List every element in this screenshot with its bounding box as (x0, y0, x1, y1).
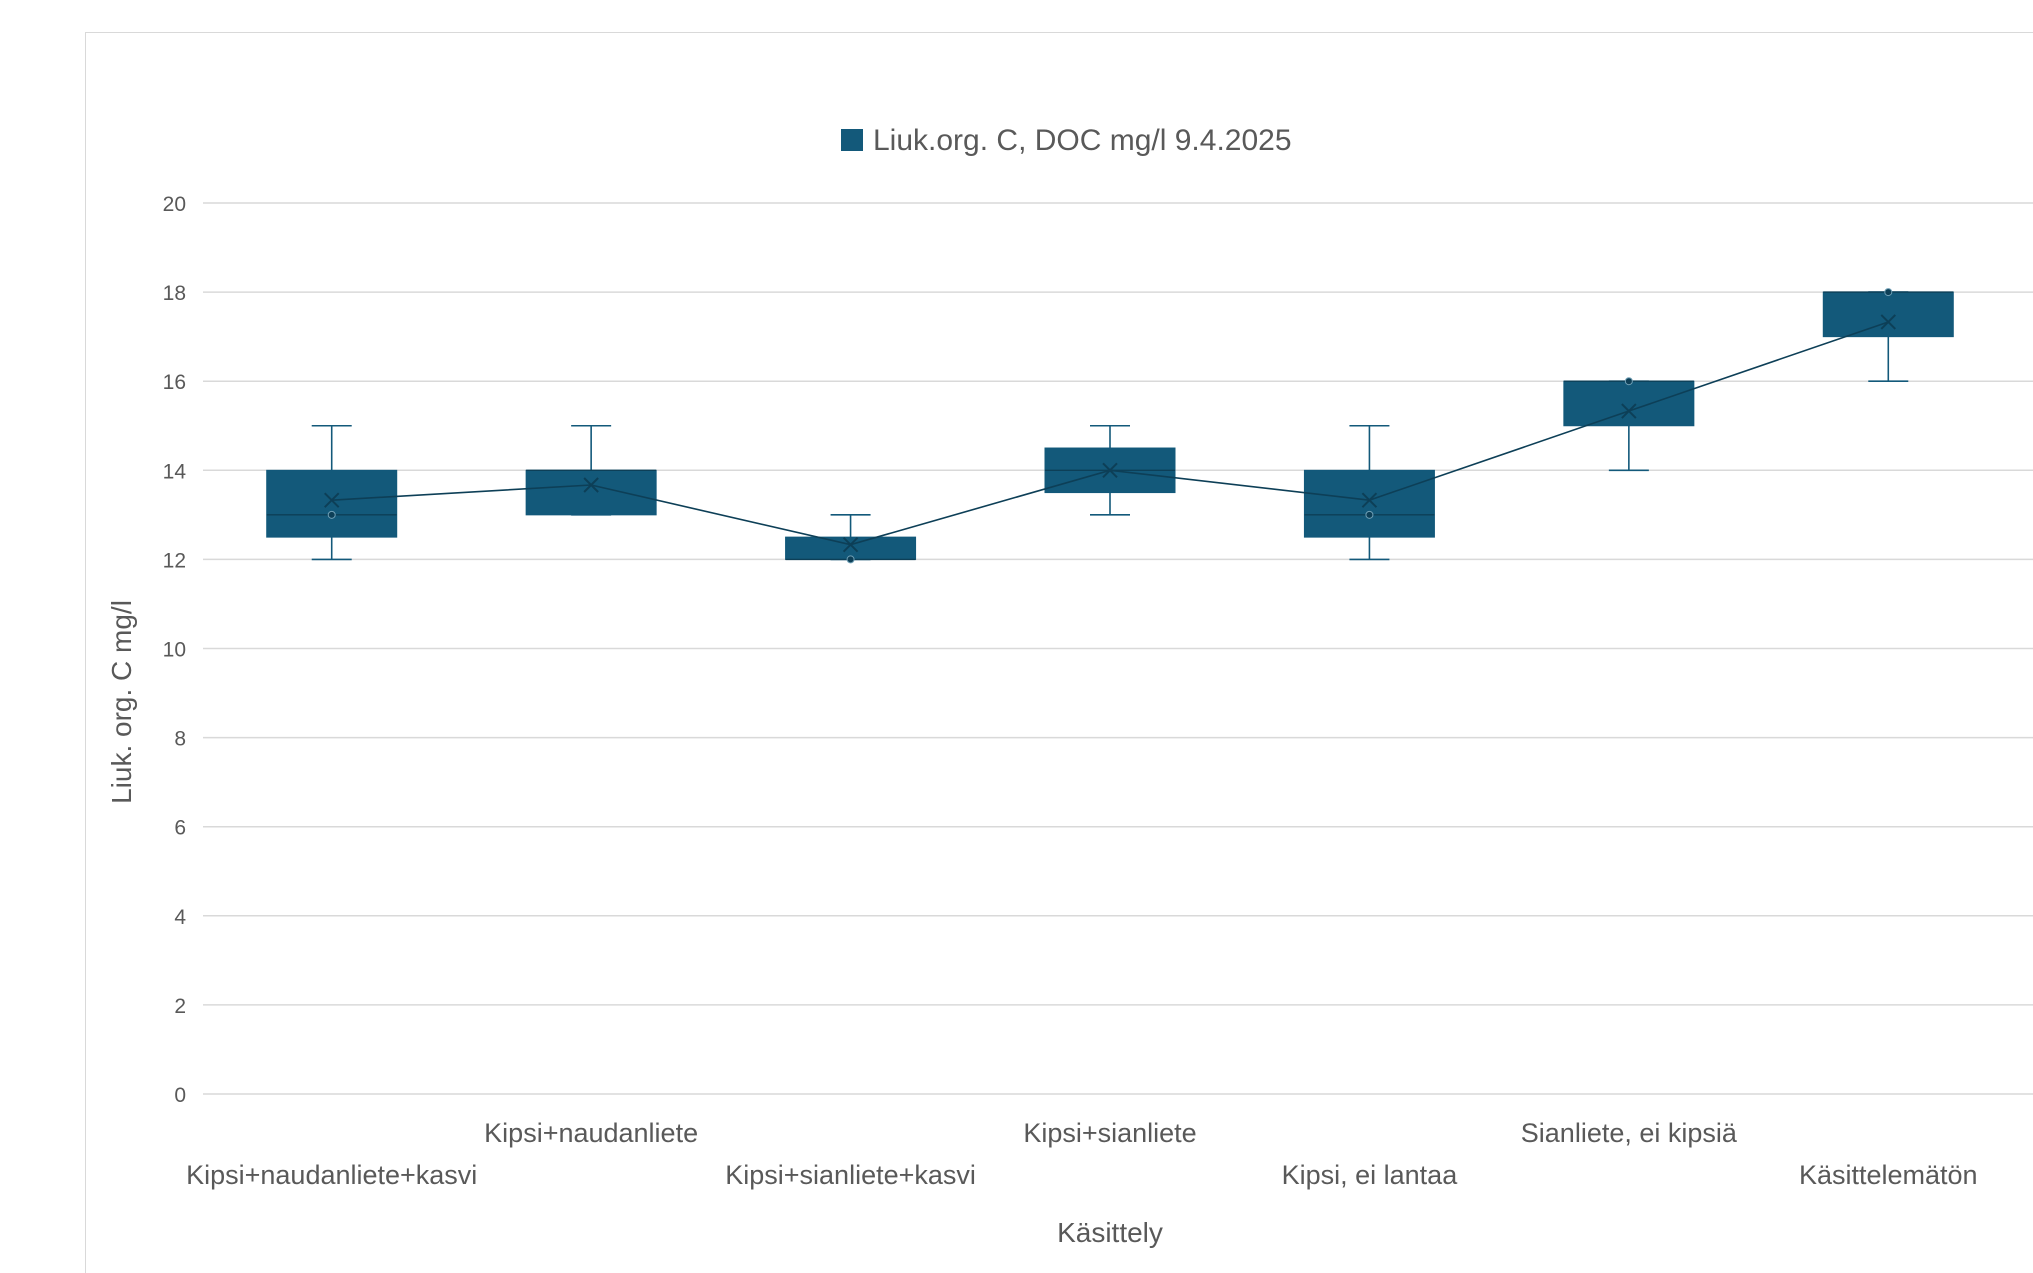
y-axis-ticks: 0 2 4 6 8 10 12 14 16 18 20 (163, 193, 187, 1107)
x-category-label: Kipsi+sianliete (1023, 1118, 1196, 1148)
boxes (266, 288, 1954, 564)
y-tick-label: 8 (174, 728, 186, 751)
legend: Liuk.org. C, DOC mg/l 9.4.2025 (841, 124, 1292, 157)
y-tick-label: 12 (163, 549, 186, 572)
box (1563, 380, 1695, 427)
mean-marker (324, 492, 340, 508)
mean-marker (1880, 314, 1896, 330)
x-category-label: Kipsi+naudanliete+kasvi (186, 1160, 477, 1190)
box-group (1303, 424, 1435, 561)
box (525, 469, 657, 516)
box-group (1563, 377, 1695, 472)
y-tick-label: 14 (163, 460, 187, 483)
box-group (525, 424, 657, 516)
x-category-label: Sianliete, ei kipsiä (1521, 1118, 1738, 1148)
legend-label: Liuk.org. C, DOC mg/l 9.4.2025 (873, 124, 1292, 157)
box-group (266, 424, 398, 561)
data-point (846, 555, 855, 564)
box-group (1822, 288, 1954, 383)
x-category-label: Kipsi+sianliete+kasvi (725, 1160, 976, 1190)
x-category-label: Kipsi+naudanliete (484, 1118, 698, 1148)
box-group (785, 514, 917, 564)
data-point (1365, 510, 1374, 519)
y-tick-label: 18 (163, 282, 186, 305)
box (1303, 469, 1435, 538)
chart-area (85, 32, 2033, 1273)
x-axis-categories: Kipsi+naudanliete+kasviKipsi+naudanliete… (186, 1118, 1977, 1190)
y-tick-label: 0 (174, 1084, 186, 1107)
mean-line (331, 321, 1889, 546)
box (266, 469, 398, 538)
legend-swatch (841, 129, 863, 151)
y-tick-label: 6 (174, 817, 186, 840)
y-tick-label: 10 (163, 639, 186, 662)
x-category-label: Käsittelemätön (1799, 1160, 1978, 1190)
data-point (1884, 288, 1893, 297)
box (1822, 291, 1954, 338)
y-axis-title: Liuk. org. C mg/l (106, 600, 137, 804)
y-tick-label: 4 (174, 906, 186, 929)
y-tick-label: 20 (163, 193, 186, 216)
x-category-label: Kipsi, ei lantaa (1282, 1160, 1459, 1190)
data-point (327, 510, 336, 519)
y-tick-label: 16 (163, 371, 186, 394)
mean-connector (331, 321, 1889, 546)
gridlines (203, 202, 2033, 1095)
y-tick-label: 2 (174, 995, 186, 1018)
x-axis-title: Käsittely (1057, 1217, 1163, 1248)
data-point (1624, 377, 1633, 386)
